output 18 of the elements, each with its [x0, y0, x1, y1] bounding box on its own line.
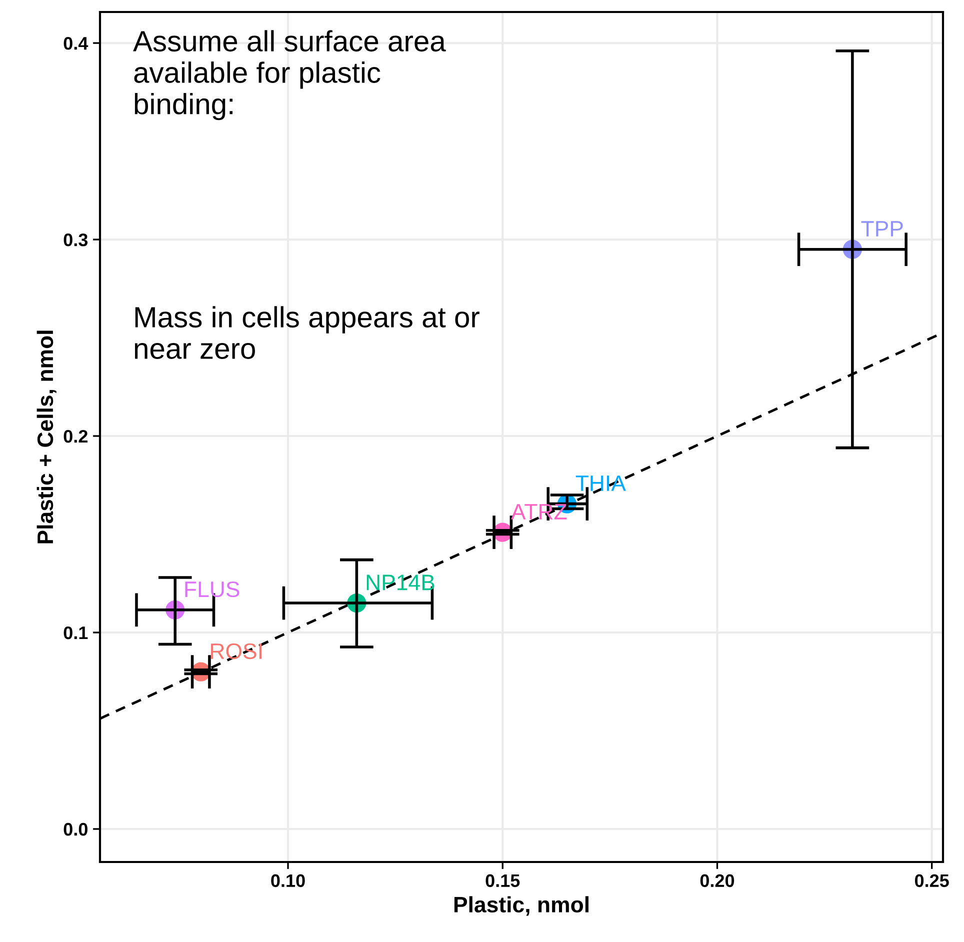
x-tick-label: 0.10: [271, 874, 305, 888]
x-tick-label: 0.25: [914, 874, 949, 888]
y-tick-label: 0.3: [64, 233, 88, 246]
annotation: Assume all surface area available for plastic binding:: [133, 30, 446, 120]
x-axis-title: Plastic, nmol: [454, 896, 588, 916]
y-tick-label: 0.4: [64, 36, 88, 50]
series-label: TPP: [861, 221, 903, 236]
series-label: NP14B: [366, 574, 434, 590]
series-label: FLUS: [185, 581, 240, 598]
x-tick-label: 0.15: [486, 874, 520, 888]
series-label: ROSI: [211, 643, 262, 660]
y-axis-title: Plastic + Cells, nmol: [36, 330, 56, 544]
series-label: THIA: [576, 476, 626, 491]
x-tick-label: 0.20: [700, 874, 734, 888]
y-tick-label: 0.1: [64, 626, 88, 640]
annotation: Mass in cells appears at or near zero: [134, 306, 480, 359]
y-tick-label: 0.2: [64, 430, 88, 443]
y-tick-label: 0.0: [64, 822, 88, 836]
